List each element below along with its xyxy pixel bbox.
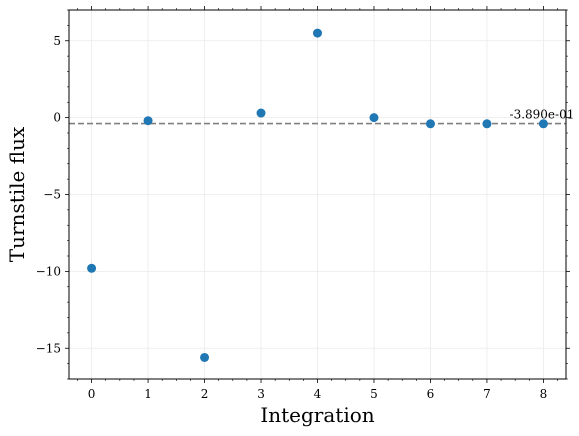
data-point-0-8 bbox=[538, 119, 548, 129]
x-tick-label-1: 1 bbox=[144, 387, 152, 401]
x-tick-label-5: 5 bbox=[370, 387, 378, 401]
y-tick-label-0: −15 bbox=[36, 341, 61, 355]
data-point-0-5 bbox=[369, 113, 379, 123]
x-tick-label-8: 8 bbox=[540, 387, 548, 401]
data-point-0-0 bbox=[87, 263, 97, 273]
y-axis-title: Turnstile flux bbox=[5, 126, 29, 262]
y-tick-label-1: −10 bbox=[36, 264, 61, 278]
data-point-0-6 bbox=[425, 119, 435, 129]
y-tick-label-3: 0 bbox=[53, 111, 61, 125]
data-point-0-3 bbox=[256, 108, 266, 118]
x-tick-label-0: 0 bbox=[88, 387, 96, 401]
data-point-0-1 bbox=[143, 116, 153, 126]
grid-lines bbox=[69, 10, 566, 379]
data-points bbox=[87, 28, 548, 362]
x-tick-label-4: 4 bbox=[314, 387, 322, 401]
data-point-0-7 bbox=[482, 119, 492, 129]
x-tick-label-6: 6 bbox=[427, 387, 435, 401]
y-tick-label-2: −5 bbox=[43, 188, 61, 202]
data-point-0-2 bbox=[200, 352, 210, 362]
data-point-0-4 bbox=[313, 28, 322, 38]
x-tick-label-3: 3 bbox=[257, 387, 265, 401]
x-tick-label-7: 7 bbox=[483, 387, 491, 401]
y-tick-label-4: 5 bbox=[53, 34, 61, 48]
x-axis-title: Integration bbox=[260, 403, 374, 427]
reference-line-label: -3.890e-01 bbox=[510, 108, 575, 122]
axis-ticks: 0 1 2 3 4 5 6 7 8 −15 −10 −5 0 5 bbox=[36, 6, 570, 401]
x-tick-label-2: 2 bbox=[201, 387, 209, 401]
